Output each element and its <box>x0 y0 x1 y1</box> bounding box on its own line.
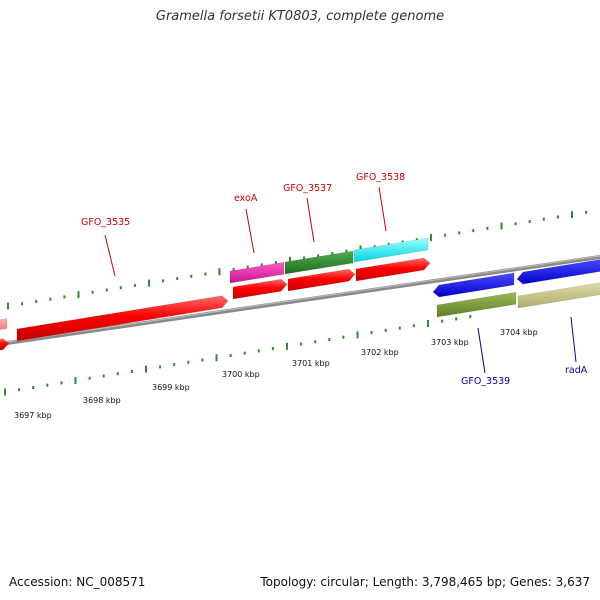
scale-label-3701: 3701 kbp <box>292 359 330 368</box>
gene-arrow-gfo-3539 <box>432 272 515 298</box>
gene-arrow-gfo-3538 <box>355 257 431 282</box>
leader-exoa <box>245 208 255 254</box>
genome-backbone <box>0 255 600 346</box>
accession-text: Accession: NC_008571 <box>9 575 146 589</box>
gene-label-gfo-3538: GFO_3538 <box>356 172 405 183</box>
map-title: Gramella forsetii KT0803, complete genom… <box>155 9 445 24</box>
leader-gfo-3535 <box>104 234 116 277</box>
backbone-highlight <box>0 255 600 344</box>
category-block-gfo-3537 <box>284 250 354 275</box>
backbone-line <box>0 255 600 346</box>
gene-label-gfo-3535: GFO_3535 <box>81 217 130 228</box>
scale-label-3700: 3700 kbp <box>222 370 260 379</box>
category-block-exoa <box>229 261 285 284</box>
category-block-rada <box>517 282 600 309</box>
category-block-gfo-3539 <box>436 291 517 318</box>
gene-label-gfo-3539: GFO_3539 <box>461 376 510 387</box>
category-block-gfo-3538 <box>353 237 429 263</box>
gene-label-gfo-3537: GFO_3537 <box>283 183 332 194</box>
label-leader-lines <box>104 186 577 374</box>
scale-label-3704: 3704 kbp <box>500 328 538 337</box>
category-block-left-edge <box>0 318 8 330</box>
scale-label-3698: 3698 kbp <box>83 396 121 405</box>
leader-gfo-3539 <box>477 327 486 374</box>
gene-arrow-gfo-3535 <box>16 295 229 342</box>
scale-label-3703: 3703 kbp <box>431 338 469 347</box>
scale-label-3697: 3697 kbp <box>14 411 52 420</box>
scale-ticks <box>4 210 588 396</box>
gene-arrow-exoa <box>232 278 288 300</box>
gene-arrow-gfo-3537 <box>287 268 356 292</box>
leader-rada <box>570 316 577 363</box>
scale-label-3699: 3699 kbp <box>152 383 190 392</box>
gene-features <box>0 237 600 351</box>
gene-arrow-left-edge <box>0 338 10 351</box>
gene-arrow-rada <box>516 259 600 285</box>
gene-label-rada: radA <box>565 365 588 376</box>
genome-stats-text: Topology: circular; Length: 3,798,465 bp… <box>260 575 590 589</box>
leader-gfo-3537 <box>306 197 315 243</box>
scale-label-3702: 3702 kbp <box>361 348 399 357</box>
gene-label-exoa: exoA <box>234 193 258 204</box>
leader-gfo-3538 <box>378 186 387 232</box>
